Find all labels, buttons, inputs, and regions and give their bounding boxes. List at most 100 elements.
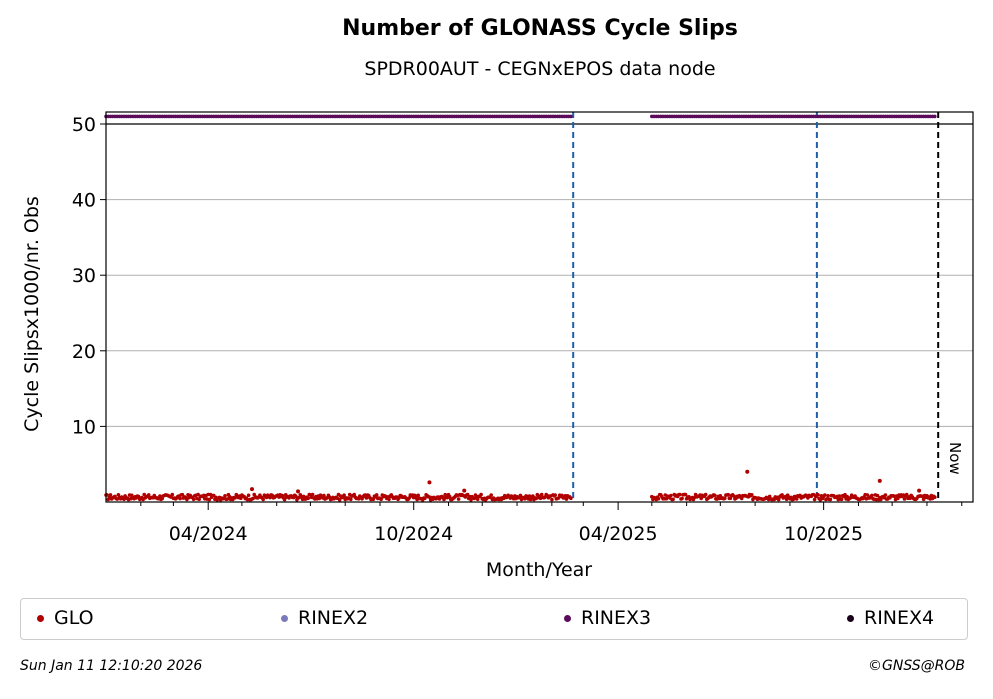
glo-point-outlier: [917, 488, 922, 493]
glo-point: [703, 492, 708, 497]
legend-label-rinex3: RINEX3: [581, 607, 652, 629]
glo-point-outlier: [877, 478, 882, 483]
glo-point: [322, 493, 326, 498]
glo-point: [371, 497, 376, 502]
glo-point: [225, 497, 230, 501]
xtick-label-10/2025: 10/2025: [784, 523, 863, 545]
glo-point: [569, 496, 573, 501]
plot-frame: [105, 111, 974, 503]
rinex3-point: [933, 114, 937, 119]
legend-item-rinex2: RINEX2: [281, 607, 368, 629]
chart-subtitle: SPDR00AUT - CEGNxEPOS data node: [364, 58, 716, 80]
glo-point: [479, 492, 483, 497]
glo-point: [246, 493, 251, 498]
glo-point: [539, 492, 544, 497]
glo-point: [680, 496, 684, 501]
glo-point: [423, 496, 427, 501]
glo-point: [268, 495, 272, 500]
glo-point: [712, 493, 717, 498]
ytick-label-30: 30: [72, 265, 96, 287]
glo-point: [794, 497, 799, 501]
glo-point: [379, 497, 383, 502]
glo-point: [726, 492, 730, 497]
glo-point: [776, 497, 781, 502]
glo-point: [550, 497, 554, 502]
glo-point: [364, 496, 369, 500]
glo-point: [823, 493, 827, 497]
glo-point-outlier: [296, 489, 301, 494]
glo-point: [447, 494, 452, 499]
glo-point: [837, 494, 842, 498]
glo-point: [767, 494, 772, 499]
ytick-label-10: 10: [72, 416, 96, 438]
legend-marker-rinex2: [281, 614, 288, 622]
glo-point: [349, 497, 353, 502]
glo-point: [883, 493, 888, 497]
legend-item-glo: GLO: [37, 607, 94, 629]
glo-point: [683, 492, 688, 497]
legend-marker-rinex3: [564, 614, 571, 622]
glo-point: [828, 497, 833, 502]
glo-point: [791, 497, 796, 502]
glo-point: [158, 494, 162, 498]
xtick-label-04/2025: 04/2025: [579, 523, 658, 545]
glo-point-outlier: [745, 469, 750, 474]
xtick-label-10/2024: 10/2024: [374, 523, 453, 545]
glo-point: [553, 493, 557, 497]
legend-marker-glo: [37, 614, 44, 622]
glo-point: [374, 493, 379, 497]
glo-point: [933, 495, 937, 500]
glo-point-outlier: [249, 487, 254, 492]
glo-point: [310, 492, 315, 497]
legend: GLO RINEX2 RINEX3 RINEX4: [20, 598, 968, 640]
copyright-credit: ©GNSS@ROB: [868, 658, 965, 674]
xtick-label-04/2024: 04/2024: [169, 523, 248, 545]
glo-point: [875, 493, 880, 498]
ytick-label-20: 20: [72, 341, 96, 363]
glo-series: [104, 469, 937, 502]
axes: 10 20 30 40 50 04/2024 10/2024 04/2025 10/2025: [72, 111, 974, 545]
glo-point: [671, 497, 675, 502]
legend-label-rinex4: RINEX4: [864, 607, 935, 629]
glo-point-outlier: [427, 480, 432, 485]
rinex3-series: [104, 114, 937, 119]
glo-point: [342, 493, 346, 498]
grid-lines: [106, 123, 973, 427]
ytick-label-50: 50: [72, 114, 96, 136]
glo-point: [197, 497, 201, 502]
glo-point: [870, 493, 874, 498]
glo-point: [456, 497, 461, 501]
glo-point: [656, 496, 661, 501]
glo-point: [739, 496, 744, 501]
glo-point: [180, 492, 185, 497]
glo-point: [416, 493, 421, 498]
glo-point: [669, 493, 673, 498]
glo-point: [306, 496, 311, 501]
glo-point: [223, 494, 227, 498]
glo-point: [750, 493, 754, 497]
glo-point: [170, 492, 175, 497]
glo-point: [116, 493, 121, 497]
glo-point: [301, 494, 306, 499]
rinex3-point: [569, 114, 573, 119]
glo-point: [178, 496, 182, 501]
ytick-label-40: 40: [72, 190, 96, 212]
glo-point: [523, 497, 527, 501]
glo-point: [728, 496, 733, 501]
legend-item-rinex3: RINEX3: [564, 607, 651, 629]
legend-label-glo: GLO: [54, 607, 94, 629]
glo-point: [826, 494, 830, 498]
glo-point: [475, 497, 480, 502]
glo-point: [489, 493, 494, 497]
glo-point: [865, 493, 870, 497]
glo-point: [387, 497, 391, 502]
glo-point: [465, 492, 470, 497]
glo-point: [723, 496, 727, 501]
legend-marker-rinex4: [847, 614, 854, 622]
glo-point: [282, 497, 287, 502]
chart-title: Number of GLONASS Cycle Slips: [342, 16, 738, 41]
glo-point: [816, 493, 820, 497]
y-axis-label: Cycle Slipsx1000/nr. Obs: [21, 196, 43, 432]
glo-point: [443, 492, 448, 497]
